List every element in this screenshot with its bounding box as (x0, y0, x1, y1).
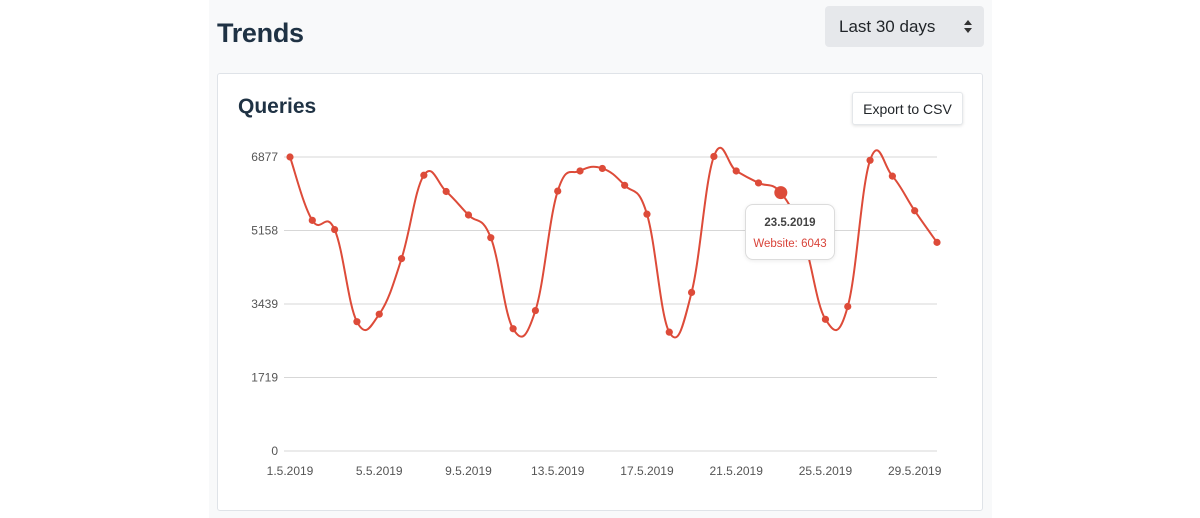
export-csv-button[interactable]: Export to CSV (852, 92, 963, 125)
x-tick-label: 9.5.2019 (445, 464, 492, 478)
series-point (732, 167, 740, 175)
x-tick-label: 25.5.2019 (799, 464, 853, 478)
y-tick-label: 0 (271, 444, 278, 458)
date-range-select[interactable]: Last 30 days (825, 6, 984, 47)
series-point (911, 207, 919, 215)
series-point (866, 156, 874, 164)
series-point (821, 315, 830, 323)
y-axis-ticks: 0 1719 3439 5158 6877 (251, 150, 278, 458)
x-tick-label: 21.5.2019 (710, 464, 764, 478)
tooltip-date: 23.5.2019 (764, 217, 816, 229)
series-point (397, 255, 406, 263)
x-tick-label: 13.5.2019 (531, 464, 585, 478)
series-line-website (289, 146, 938, 339)
y-tick-label: 3439 (251, 297, 278, 311)
series-point (621, 181, 629, 189)
grid-lines (284, 156, 937, 452)
queries-card: Queries Export to CSV 0 1719 3439 5158 6877 … (217, 73, 983, 511)
chart-tooltip: 23.5.2019 Website: 6043 (745, 204, 835, 260)
series-point (464, 211, 473, 219)
series-point (420, 171, 428, 179)
series-point (844, 302, 852, 311)
y-tick-label: 5158 (251, 223, 278, 237)
series-point (308, 216, 316, 224)
date-range-value: Last 30 days (839, 16, 936, 36)
series-point (487, 234, 495, 242)
series-point (353, 318, 361, 326)
up-down-arrows-icon (964, 20, 972, 33)
series-point (754, 179, 763, 187)
series-point (687, 288, 696, 296)
series-point (531, 306, 540, 315)
series-point (331, 225, 339, 234)
series-point (933, 238, 941, 246)
series-point (710, 152, 718, 161)
series-point (442, 187, 450, 196)
card-title: Queries (238, 95, 317, 118)
queries-line-chart: 0 1719 3439 5158 6877 1.5.2019 5.5.2019 9.5.20… (251, 146, 942, 478)
series-points (286, 152, 941, 336)
series-point (888, 172, 896, 180)
series-point (554, 187, 562, 195)
series-point (598, 164, 606, 173)
x-tick-label: 29.5.2019 (888, 464, 942, 478)
y-tick-label: 1719 (251, 371, 278, 385)
series-point (286, 153, 294, 161)
trends-panel: Trends Last 30 days Queries Export to CS… (209, 0, 992, 518)
tooltip-value: Website: 6043 (753, 238, 827, 250)
series-point-highlighted (774, 186, 788, 200)
series-point (375, 310, 383, 318)
y-tick-label: 6877 (251, 150, 278, 164)
x-tick-label: 5.5.2019 (356, 464, 403, 478)
series-point (665, 328, 673, 336)
page-title: Trends (217, 18, 304, 48)
x-tick-label: 17.5.2019 (620, 464, 674, 478)
series-point (576, 167, 584, 175)
x-tick-label: 1.5.2019 (267, 464, 314, 478)
x-axis-ticks: 1.5.2019 5.5.2019 9.5.2019 13.5.2019 17.5.20… (267, 464, 942, 478)
series-point (643, 210, 651, 218)
series-point (509, 325, 517, 333)
